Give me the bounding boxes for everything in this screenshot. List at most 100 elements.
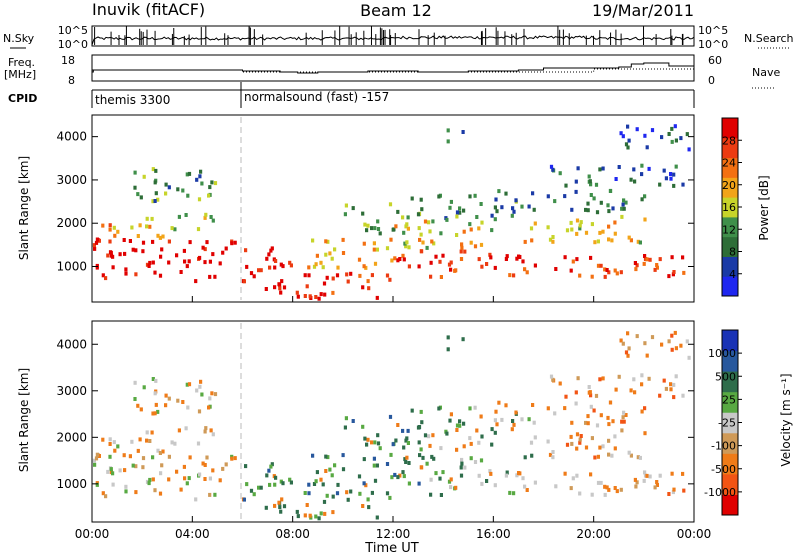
velocity-cell (662, 378, 666, 383)
velocity-cell (203, 477, 207, 481)
power-cell (674, 164, 678, 169)
velocity-cell (671, 490, 675, 495)
power-cell (204, 212, 208, 217)
power-cell (417, 226, 421, 231)
power-cell (460, 245, 464, 250)
power-cell (224, 246, 228, 251)
velocity-cell (512, 491, 516, 496)
velocity-cell (420, 465, 424, 470)
velocity-cell (617, 374, 621, 379)
power-cell (134, 272, 138, 277)
velocity-cell (533, 435, 537, 440)
power-cell (685, 132, 689, 137)
velocity-cell (558, 381, 562, 386)
power-cell (203, 260, 207, 265)
power-cell (396, 258, 400, 263)
power-colorbar-tick-label: 24 (722, 157, 736, 170)
velocity-cell (610, 453, 614, 458)
velocity-cell (183, 476, 187, 481)
power-cell (520, 204, 524, 209)
velocity-cell (363, 436, 367, 441)
velocity-cell (389, 452, 393, 457)
power-cell (601, 229, 605, 234)
power-cell (366, 223, 370, 228)
power-cell (311, 238, 315, 243)
power-cell (523, 267, 527, 272)
power-cell (638, 240, 642, 245)
velocity-colorbar-swatch (722, 371, 738, 393)
noise-search-label: N.Search (744, 32, 794, 45)
velocity-cell (589, 404, 593, 409)
power-cell (156, 197, 160, 202)
power-cell (500, 205, 504, 210)
power-cell (632, 167, 636, 172)
power-cell (249, 271, 254, 276)
velocity-cell (405, 455, 409, 460)
velocity-cell (303, 513, 307, 518)
velocity-cell (546, 439, 550, 444)
velocity-cell (158, 451, 162, 455)
noise-right-tick-bottom: 10^0 (698, 38, 728, 51)
velocity-cell (549, 374, 554, 379)
velocity-cell (575, 473, 579, 478)
power-cell (314, 262, 318, 267)
velocity-cell (93, 462, 97, 467)
velocity-cell (341, 453, 345, 458)
power-cell (158, 273, 163, 278)
power-cell (362, 264, 366, 269)
power-cell (259, 268, 263, 273)
power-colorbar-swatch (722, 256, 738, 277)
power-cell (558, 171, 562, 176)
velocity-cell (640, 382, 644, 387)
velocity-cell (620, 419, 624, 424)
power-cell (130, 225, 134, 230)
velocity-cell (417, 481, 421, 486)
power-cell (434, 254, 438, 259)
velocity-cell (95, 452, 99, 457)
power-cell (489, 255, 493, 260)
power-cell (574, 179, 578, 184)
velocity-cell (153, 488, 157, 493)
power-cell (335, 273, 340, 278)
velocity-y-axis-title: Slant Range [km] (17, 368, 31, 472)
velocity-cell (373, 440, 377, 445)
velocity-cell (603, 484, 607, 489)
velocity-cell (500, 417, 504, 422)
power-cell (209, 215, 213, 219)
power-colorbar-tick-label: 4 (729, 268, 736, 281)
velocity-cell (439, 493, 443, 497)
velocity-cell (314, 479, 318, 484)
velocity-cell (434, 471, 438, 476)
velocity-cell (142, 385, 146, 390)
velocity-cell (648, 474, 652, 479)
power-cell (549, 164, 554, 169)
power-cell (109, 250, 113, 255)
power-cell (324, 239, 328, 244)
power-cell (488, 252, 492, 257)
velocity-cell (607, 422, 611, 427)
power-cell (589, 182, 593, 187)
velocity-cell (479, 414, 483, 419)
power-cell (571, 259, 575, 264)
power-cell (462, 208, 466, 213)
power-cell (410, 196, 414, 201)
freq-tick-top: 18 (61, 54, 75, 67)
power-cell (205, 240, 209, 245)
power-cell (493, 217, 497, 222)
power-cell (570, 227, 574, 232)
power-cell (406, 215, 410, 220)
velocity-cell (622, 410, 626, 415)
power-cell (150, 216, 154, 221)
power-colorbar-swatch (722, 236, 738, 257)
power-cell (333, 247, 337, 252)
power-cell (455, 233, 459, 237)
power-cell (627, 235, 631, 240)
velocity-cell (396, 423, 400, 427)
velocity-cell (655, 480, 659, 484)
power-cell (533, 221, 537, 226)
velocity-cell (197, 409, 202, 414)
velocity-cell (211, 432, 215, 437)
power-colorbar-swatch (722, 177, 738, 198)
velocity-cell (446, 335, 450, 340)
power-cell (308, 294, 312, 299)
